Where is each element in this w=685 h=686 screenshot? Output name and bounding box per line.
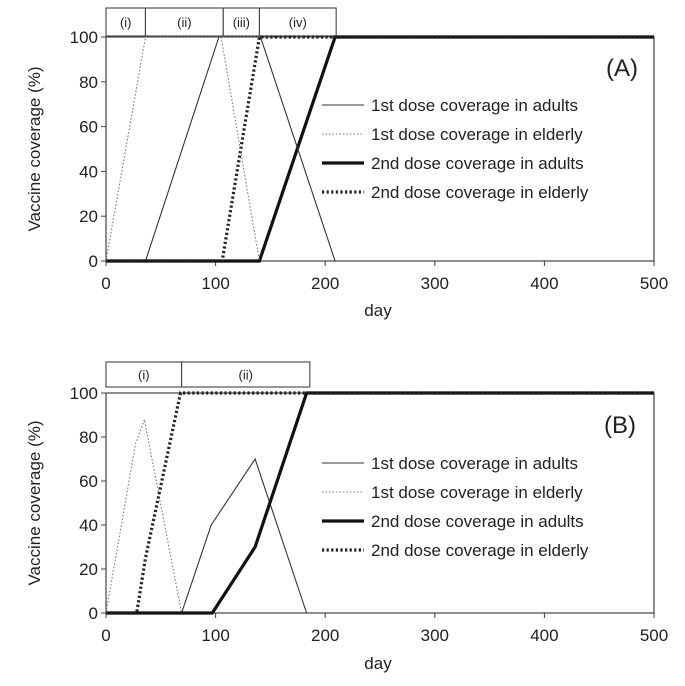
y-tick-label: 100 [70,28,98,47]
phase-box [105,7,147,37]
phase-box [144,7,224,37]
phase-label: (i) [138,368,150,383]
legend-label: 1st dose coverage in elderly [371,125,583,144]
y-tick-label: 40 [79,516,98,535]
series-extra-line [220,36,260,262]
x-axis-title: day [364,654,392,673]
panel-label: (B) [604,412,636,439]
legend-label: 1st dose coverage in adults [371,96,578,115]
series-line-2 [105,36,654,262]
plot-frame [105,36,655,262]
panel-label: (A) [606,55,638,82]
legend-label: 1st dose coverage in adults [371,454,578,473]
series-line-1 [106,36,654,262]
x-axis-title: day [364,301,392,320]
y-tick-label: 40 [79,162,98,181]
x-tick-label: 500 [640,626,668,645]
phase-label: (ii) [177,15,191,30]
x-tick-label: 200 [311,626,339,645]
legend-label: 2nd dose coverage in adults [371,512,584,531]
x-tick-label: 200 [311,274,339,293]
series-line-3 [106,35,654,263]
panel-b: (i) (ii) 0 20 40 60 80 100 0 100 200 300 400 500 day Va… [25,361,668,673]
phase-box [105,361,183,388]
x-tick-label: 100 [201,274,229,293]
y-tick-label: 60 [79,472,98,491]
y-axis-title: Vaccine coverage (%) [25,420,44,585]
x-tick-label: 0 [101,274,110,293]
legend-label: 2nd dose coverage in elderly [371,541,589,560]
phase-label: (ii) [239,368,253,383]
series-line-3 [106,391,654,615]
y-axis-title: Vaccine coverage (%) [25,66,44,231]
y-tick-label: 0 [89,252,98,271]
x-tick-label: 500 [640,274,668,293]
y-tick-label: 20 [79,560,98,579]
x-tick-label: 100 [201,626,229,645]
y-tick-label: 20 [79,207,98,226]
y-tick-label: 60 [79,118,98,137]
x-tick-label: 0 [101,626,110,645]
phase-box [181,361,311,388]
legend-label: 2nd dose coverage in adults [371,154,584,173]
y-tick-label: 80 [79,73,98,92]
x-tick-label: 300 [421,274,449,293]
y-tick-label: 0 [89,604,98,623]
phase-label: (iii) [233,15,250,30]
phase-label: (i) [120,15,132,30]
series-line-4 [106,391,654,615]
series-extra-line [259,36,336,262]
legend-label: 1st dose coverage in elderly [371,483,583,502]
x-tick-label: 400 [530,274,558,293]
x-tick-label: 300 [421,626,449,645]
legend-label: 2nd dose coverage in elderly [371,183,589,202]
panel-a: (i) (ii) (iii) (iv) 0 20 40 60 80 100 0 100 200 300 40… [25,7,668,320]
y-tick-label: 80 [79,428,98,447]
y-tick-label: 100 [70,384,98,403]
x-tick-label: 400 [530,626,558,645]
plot-frame [105,392,655,614]
phase-label: (iv) [289,15,307,30]
phase-box [258,7,337,37]
series-line-4 [106,35,654,263]
phase-box [222,7,260,37]
